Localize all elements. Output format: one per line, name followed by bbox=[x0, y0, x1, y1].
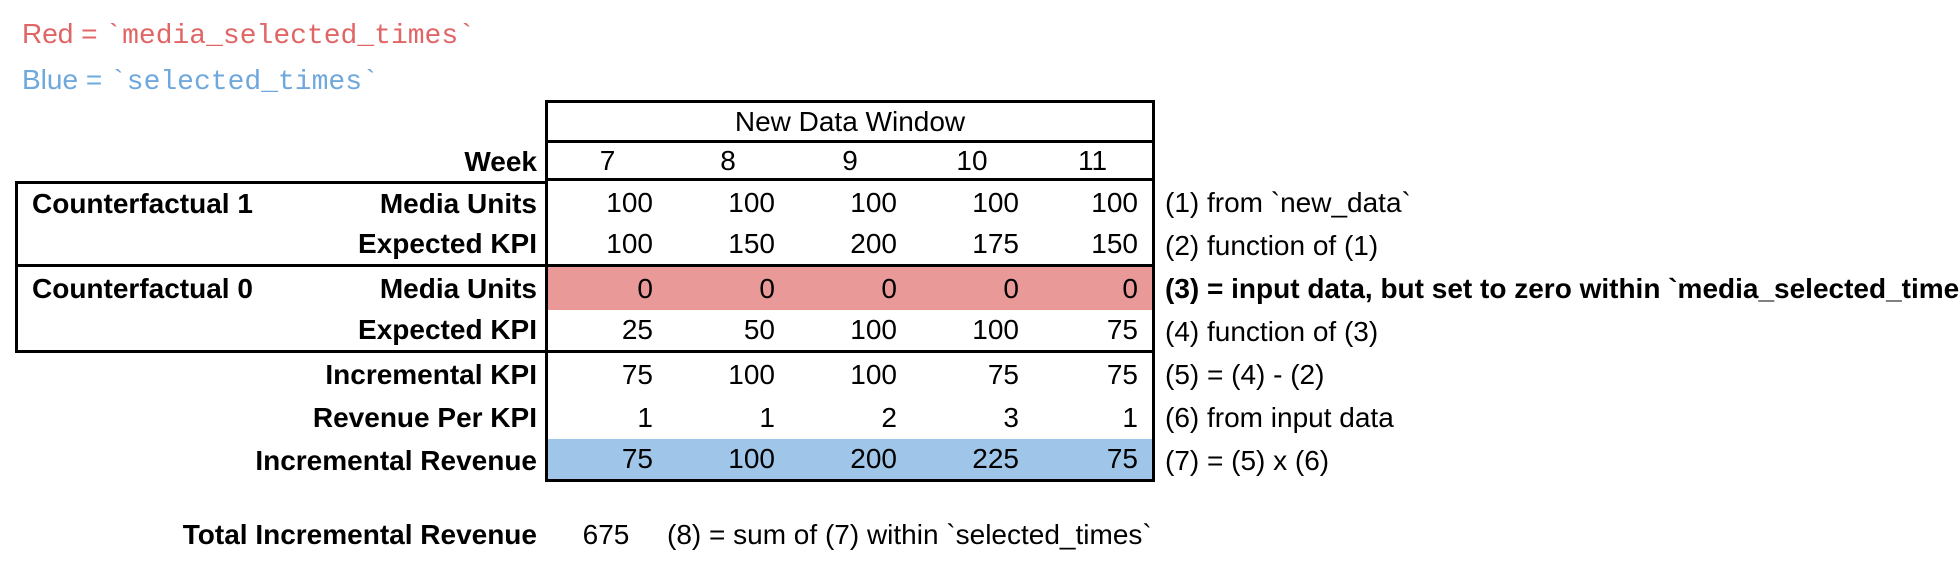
data-cell: 1 bbox=[545, 396, 667, 439]
data-cell: 75 bbox=[1033, 310, 1155, 353]
legend-blue-name: Blue bbox=[22, 64, 79, 95]
legend-red-name: Red bbox=[22, 18, 74, 49]
annotation-1: (1) from `new_data` bbox=[1165, 186, 1411, 218]
legend-red-equals: = bbox=[73, 18, 106, 49]
header-annotation-spacer bbox=[1155, 100, 1945, 143]
data-cell: 1 bbox=[1033, 396, 1155, 439]
legend: Red = `media_selected_times` Blue = `sel… bbox=[22, 12, 475, 104]
annotation-2: (2) function of (1) bbox=[1165, 229, 1379, 261]
legend-red-code: `media_selected_times` bbox=[105, 21, 475, 52]
label-cell: Counterfactual 0 Media Units bbox=[15, 267, 545, 310]
week-col-10: 10 bbox=[911, 143, 1033, 181]
table-row-cf1-media-units: Counterfactual 1 Media Units 100 100 100… bbox=[15, 181, 1945, 224]
data-cell: 100 bbox=[728, 358, 775, 390]
data-cell-highlight-blue: 100 bbox=[667, 439, 789, 482]
total-row: Total Incremental Revenue 675 (8) = sum … bbox=[15, 513, 1152, 556]
data-cell: 100 bbox=[850, 358, 897, 390]
data-cell-highlight-red: 0 bbox=[911, 267, 1033, 310]
label-cell: Incremental Revenue bbox=[15, 439, 545, 482]
row-label: Media Units bbox=[379, 272, 537, 304]
annotation-5: (5) = (4) - (2) bbox=[1165, 358, 1325, 390]
row-label: Revenue Per KPI bbox=[312, 401, 537, 433]
row-label: Incremental Revenue bbox=[255, 444, 537, 476]
data-cell: 25 bbox=[545, 310, 667, 353]
annotation-8: (8) = sum of (7) within `selected_times` bbox=[667, 518, 1152, 550]
data-cell-highlight-blue: 75 bbox=[1033, 439, 1155, 482]
label-cell: Counterfactual 1 Media Units bbox=[15, 181, 545, 224]
data-cell: 175 bbox=[911, 224, 1033, 267]
group-label-counterfactual-0: Counterfactual 0 bbox=[32, 272, 253, 304]
table-row-cf0-media-units: Counterfactual 0 Media Units 0 0 0 0 0 (… bbox=[15, 267, 1960, 310]
data-cell: 100 bbox=[728, 186, 775, 218]
legend-red-line: Red = `media_selected_times` bbox=[22, 12, 475, 58]
data-cell-highlight-blue: 200 bbox=[789, 439, 911, 482]
label-cell: Expected KPI bbox=[15, 224, 545, 267]
week-col-7: 7 bbox=[545, 143, 667, 181]
data-cell: 75 bbox=[1033, 353, 1155, 396]
data-cell: 100 bbox=[545, 181, 667, 224]
total-incremental-revenue-label: Total Incremental Revenue bbox=[182, 518, 537, 550]
week-col-8: 8 bbox=[667, 143, 789, 181]
data-cell: 75 bbox=[545, 353, 667, 396]
data-cell: 100 bbox=[545, 224, 667, 267]
data-cell-highlight-red: 0 bbox=[545, 267, 667, 310]
table-row-incremental-kpi: Incremental KPI 75 100 100 75 75 (5) = (… bbox=[15, 353, 1945, 396]
data-cell: 150 bbox=[667, 224, 789, 267]
data-cell: 150 bbox=[1033, 224, 1155, 267]
week-annotation-spacer bbox=[1155, 143, 1945, 181]
label-cell: Expected KPI bbox=[15, 310, 545, 353]
week-col-9: 9 bbox=[789, 143, 911, 181]
table-row-revenue-per-kpi: Revenue Per KPI 1 1 2 3 1 (6) from input… bbox=[15, 396, 1945, 439]
table-row-incremental-revenue: Incremental Revenue 75 100 200 225 75 (7… bbox=[15, 439, 1945, 482]
data-cell: 1 bbox=[759, 401, 775, 433]
calculation-table: New Data Window Week 7 8 9 10 11 Counter… bbox=[15, 100, 1960, 482]
data-cell: 2 bbox=[881, 401, 897, 433]
annotation-3: (3) = input data, but set to zero within… bbox=[1165, 272, 1960, 304]
row-label: Incremental KPI bbox=[325, 358, 537, 390]
data-cell: 100 bbox=[972, 186, 1019, 218]
data-cell: 100 bbox=[1033, 181, 1155, 224]
table-row-cf1-expected-kpi: Expected KPI 100 150 200 175 150 (2) fun… bbox=[15, 224, 1945, 267]
header-spacer bbox=[15, 100, 545, 143]
label-cell: Incremental KPI bbox=[15, 353, 545, 396]
week-col-11: 11 bbox=[1033, 143, 1155, 181]
total-incremental-revenue-value: 675 bbox=[582, 518, 630, 550]
table-header-row: New Data Window bbox=[15, 100, 1945, 143]
annotation-4: (4) function of (3) bbox=[1165, 315, 1379, 347]
label-cell: Revenue Per KPI bbox=[15, 396, 545, 439]
data-cell-highlight-red: 0 bbox=[789, 267, 911, 310]
legend-blue-line: Blue = `selected_times` bbox=[22, 58, 475, 104]
data-cell: 200 bbox=[789, 224, 911, 267]
data-cell-highlight-red: 0 bbox=[1033, 267, 1155, 310]
row-label: Media Units bbox=[379, 188, 537, 219]
row-label: Expected KPI bbox=[358, 314, 537, 345]
data-cell-highlight-blue: 75 bbox=[545, 439, 667, 482]
table-row-cf0-expected-kpi: Expected KPI 25 50 100 100 75 (4) functi… bbox=[15, 310, 1945, 353]
legend-blue-code: `selected_times` bbox=[109, 67, 379, 98]
legend-blue-equals: = bbox=[78, 64, 110, 95]
data-cell: 75 bbox=[987, 358, 1019, 390]
data-cell: 3 bbox=[1003, 401, 1019, 433]
week-label-cell: Week bbox=[15, 143, 545, 181]
row-label: Expected KPI bbox=[358, 228, 537, 259]
data-cell: 100 bbox=[789, 310, 911, 353]
annotation-7: (7) = (5) x (6) bbox=[1165, 444, 1330, 476]
group-label-counterfactual-1: Counterfactual 1 bbox=[32, 188, 253, 219]
data-cell-highlight-blue: 225 bbox=[911, 439, 1033, 482]
data-cell: 100 bbox=[911, 310, 1033, 353]
data-cell: 50 bbox=[667, 310, 789, 353]
data-cell: 100 bbox=[850, 186, 897, 218]
annotation-6: (6) from input data bbox=[1165, 401, 1394, 433]
week-label: Week bbox=[464, 146, 537, 177]
new-data-window-header: New Data Window bbox=[545, 100, 1155, 143]
data-cell-highlight-red: 0 bbox=[667, 267, 789, 310]
week-row: Week 7 8 9 10 11 bbox=[15, 143, 1945, 181]
